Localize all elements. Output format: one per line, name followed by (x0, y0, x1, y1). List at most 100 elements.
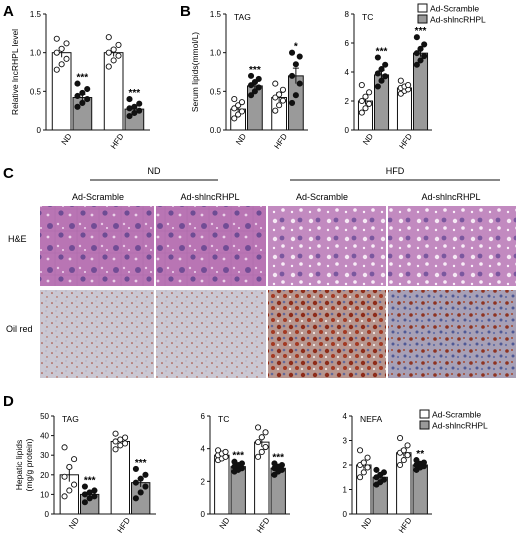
data-point (61, 444, 68, 451)
data-point (84, 85, 91, 93)
legend-swatch-scramble-d (419, 409, 430, 419)
y-tick-label: 2 (345, 97, 350, 106)
data-point (404, 452, 411, 459)
data-point (131, 109, 138, 117)
legend-bottom: Ad-Scramble Ad-shlncRHPL (419, 409, 488, 431)
y-tick-label: 1.0 (210, 49, 222, 58)
data-point (417, 45, 424, 52)
data-point (276, 102, 283, 109)
data-point (360, 459, 367, 466)
data-point (357, 474, 364, 481)
y-tick-label: 1.5 (30, 10, 42, 19)
data-point (382, 61, 389, 68)
data-point (292, 92, 299, 99)
data-point (247, 92, 255, 99)
data-point (255, 439, 262, 446)
data-point (115, 52, 122, 59)
data-point (63, 55, 70, 62)
data-point (258, 434, 265, 441)
panel-letter-a: A (3, 3, 14, 20)
data-point (142, 483, 149, 490)
data-point (262, 443, 269, 451)
x-tick-label: HFD (397, 132, 414, 151)
data-point (276, 91, 283, 98)
data-point (397, 77, 404, 84)
y-tick-label: 0 (345, 126, 350, 135)
chart-b-serum-tc: 0 2 4 6 8 TC *** ND *** HFD (345, 10, 432, 151)
micrograph-he-nd-scramble (40, 206, 154, 286)
data-point (364, 454, 371, 461)
bar (214, 454, 230, 515)
y-tick-label: 6 (201, 412, 206, 421)
column-label-3: Ad-Scramble (296, 192, 348, 202)
data-point (231, 458, 238, 465)
y-tick-label: 30 (40, 451, 49, 460)
chart-title: TAG (62, 414, 79, 424)
data-point (251, 88, 258, 95)
data-point (53, 49, 60, 56)
chart-title: TAG (234, 12, 251, 22)
data-point (378, 77, 385, 84)
data-point (74, 80, 81, 87)
data-point (122, 434, 129, 441)
data-point (66, 463, 73, 471)
data-point (296, 80, 303, 87)
data-point (413, 61, 420, 68)
significance-marker: *** (272, 452, 284, 463)
y-tick-label: 0 (343, 510, 348, 519)
data-point (105, 49, 112, 56)
data-point (357, 447, 364, 454)
y-tick-label: 1.0 (30, 49, 42, 58)
micrograph-oil-nd-scramble (40, 290, 154, 378)
data-point (215, 447, 222, 454)
data-point (132, 465, 139, 472)
data-point (81, 483, 88, 490)
micrograph-oil-hfd-scramble (268, 290, 386, 378)
panel-letter-c: C (3, 165, 14, 182)
data-point (110, 57, 117, 64)
data-point (84, 96, 91, 103)
data-point (421, 53, 428, 60)
y-tick-label: 8 (345, 10, 350, 19)
panel-letter-d: D (3, 393, 14, 410)
data-point (420, 459, 427, 466)
data-point (405, 82, 412, 89)
data-point (374, 83, 381, 90)
data-point (272, 80, 279, 87)
chart-d-hepatic-tc: 0 2 4 6 TC *** ND *** HFD (201, 412, 290, 535)
y-axis-label: Serum lipids(mmol/L) (190, 32, 200, 112)
data-point (105, 34, 112, 41)
significance-marker: *** (135, 458, 147, 469)
data-point (292, 61, 299, 68)
data-point (222, 448, 229, 455)
data-point (131, 103, 138, 110)
y-tick-label: 4 (343, 412, 348, 421)
group-label-nd: ND (148, 166, 161, 176)
data-point (378, 66, 385, 73)
data-point (122, 440, 129, 447)
x-tick-label: ND (218, 516, 232, 531)
data-point (397, 461, 404, 469)
y-tick-label: 40 (40, 432, 49, 441)
data-point (366, 100, 373, 107)
data-point (79, 99, 86, 106)
data-point (374, 70, 381, 77)
bar (110, 440, 130, 515)
data-point (61, 473, 68, 480)
chart-a-lncrhpl: 0 0.5 1.0 1.5 Relative lncRHPL level *** ND ***… (10, 10, 150, 151)
significance-marker: *** (415, 26, 427, 37)
data-point (358, 109, 365, 116)
x-tick-label: ND (60, 132, 74, 147)
data-point (74, 103, 81, 110)
data-point (255, 75, 262, 83)
legend-top: Ad-Scramble Ad-shlncRHPL (417, 3, 486, 25)
data-point (71, 456, 78, 463)
y-tick-label: 0 (45, 510, 50, 519)
data-point (288, 72, 296, 79)
data-point (251, 79, 258, 86)
data-point (373, 466, 380, 473)
column-label-2: Ad-shlncRHPL (180, 192, 239, 202)
data-point (137, 475, 144, 482)
data-point (255, 453, 262, 460)
y-tick-label: 6 (345, 39, 350, 48)
